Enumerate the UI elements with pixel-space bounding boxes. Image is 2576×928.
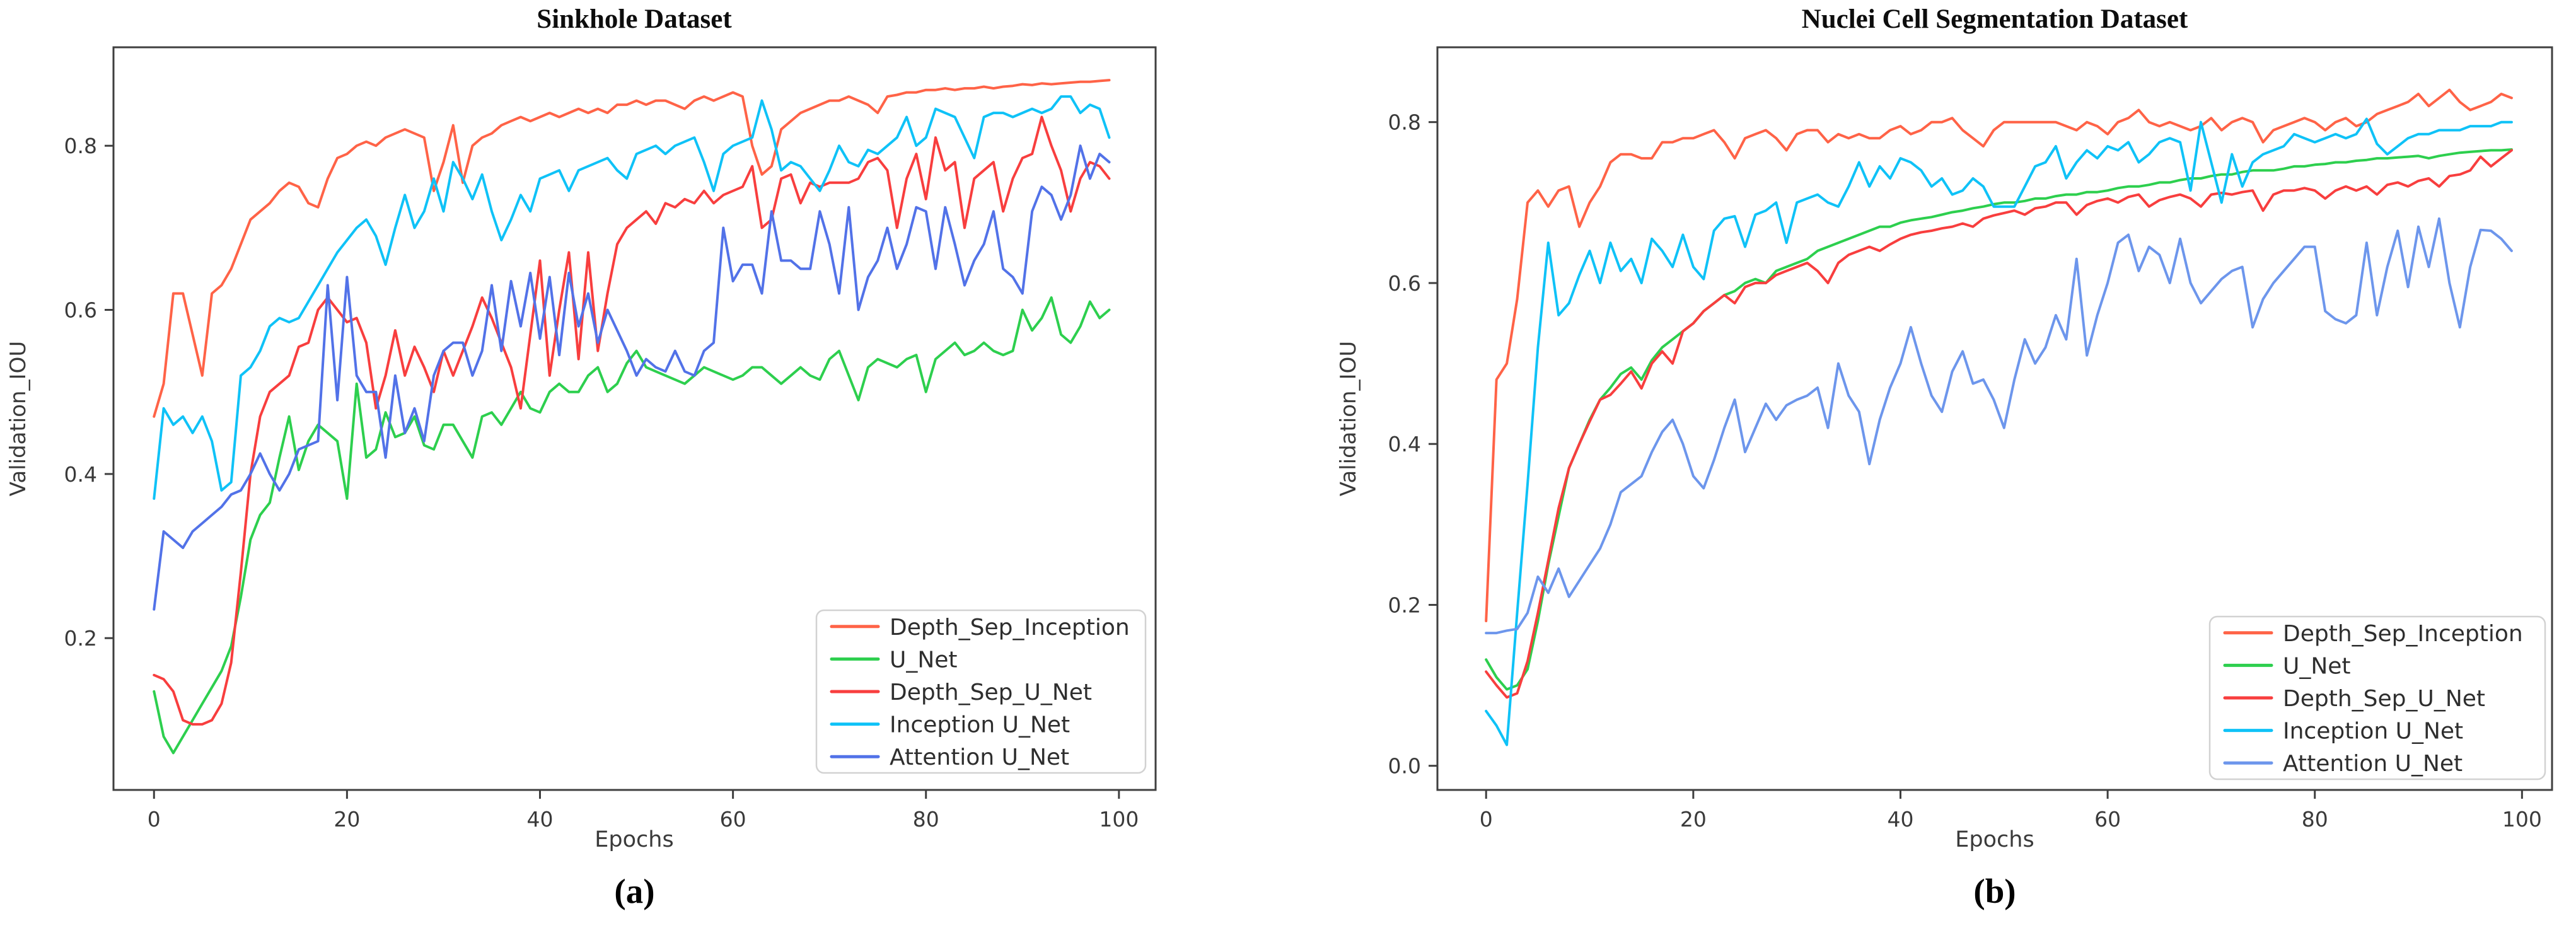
legend-label-5: Attention U_Net [890, 745, 1069, 770]
plot-area-b: 0 20 40 60 80 100 0.0 0.2 0.4 0.6 0.8 Depth_Sep_Inc… [1388, 46, 2553, 832]
figure-a: Sinkhole Dataset Validation_IOU Epochs 0… [6, 4, 1157, 910]
legend: Depth_Sep_Inception U_Net Depth_Sep_U_Net I… [2208, 615, 2546, 780]
axes-box [1436, 46, 2553, 791]
x-axis-label-b: Epochs [1955, 827, 2034, 852]
y-axis-label-b: Validation_IOU [1336, 341, 1361, 497]
y-tick-label: 0.4 [1388, 432, 1421, 456]
legend-label-5: Attention U_Net [2283, 751, 2463, 777]
legend-label-2: U_Net [2283, 653, 2351, 679]
y-tick-label: 0.8 [1388, 110, 1421, 135]
series-line-attention-u-net [153, 144, 1111, 611]
axes-box [112, 46, 1157, 791]
x-tick-label: 80 [913, 807, 939, 832]
y-tick-label: 0.6 [1388, 271, 1421, 296]
caption-b: (b) [1973, 872, 2016, 910]
chart-b: Nuclei Cell Segmentation Dataset Validat… [1336, 4, 2553, 852]
series-line-depth-sep-u-net [1485, 149, 2513, 699]
caption-a: (a) [614, 872, 655, 910]
legend-box [2208, 615, 2546, 780]
x-tick-label: 40 [527, 807, 554, 832]
series-line-depth-sep-inception [1485, 88, 2513, 622]
series-line-u-net [1485, 148, 2513, 691]
y-tick-label: 0.0 [1388, 754, 1421, 779]
y-tick-label: 0.6 [64, 298, 97, 323]
legend-label-3: Depth_Sep_U_Net [890, 680, 1092, 705]
legend-box [815, 609, 1147, 774]
x-tick-label: 100 [2502, 807, 2542, 832]
series-line-u-net [153, 296, 1111, 755]
x-tick-label: 60 [2094, 807, 2121, 832]
x-tick-label: 80 [2302, 807, 2328, 832]
series-line-depth-sep-inception [153, 79, 1111, 418]
y-tick-label: 0.8 [64, 134, 97, 158]
legend-label-1: Depth_Sep_Inception [2283, 621, 2523, 647]
plot-area-a: 0 20 40 60 80 100 0.2 0.4 0.6 0.8 Depth_Sep_Incept… [64, 46, 1157, 832]
y-tick-label: 0.2 [1388, 593, 1421, 617]
legend-label-3: Depth_Sep_U_Net [2283, 686, 2485, 712]
series-line-inception-u-net [1485, 117, 2513, 746]
x-tick-label: 0 [148, 807, 161, 832]
chart-title-a: Sinkhole Dataset [537, 4, 732, 34]
y-tick-label: 0.2 [64, 626, 97, 651]
legend-label-1: Depth_Sep_Inception [890, 615, 1130, 641]
legend: Depth_Sep_Inception U_Net Depth_Sep_U_Net I… [815, 609, 1147, 774]
y-axis-label-a: Validation_IOU [6, 341, 31, 497]
legend-label-2: U_Net [890, 647, 958, 673]
x-tick-label: 60 [720, 807, 746, 832]
figure-b: Nuclei Cell Segmentation Dataset Validat… [1288, 0, 2576, 928]
legend-label-4: Inception U_Net [2283, 719, 2463, 745]
x-axis-label-a: Epochs [595, 827, 673, 852]
y-tick-label: 0.4 [64, 462, 97, 487]
x-tick-label: 0 [1480, 807, 1493, 832]
legend-label-4: Inception U_Net [890, 712, 1070, 738]
chart-a: Sinkhole Dataset Validation_IOU Epochs 0… [6, 4, 1157, 852]
x-tick-label: 100 [1099, 807, 1139, 832]
x-tick-label: 20 [334, 807, 360, 832]
x-tick-label: 20 [1680, 807, 1707, 832]
x-tick-label: 40 [1887, 807, 1913, 832]
chart-title-b: Nuclei Cell Segmentation Dataset [1802, 4, 2188, 34]
series-line-depth-sep-u-net [153, 115, 1111, 726]
series-line-inception-u-net [153, 95, 1111, 500]
series-line-attention-u-net [1485, 217, 2513, 635]
